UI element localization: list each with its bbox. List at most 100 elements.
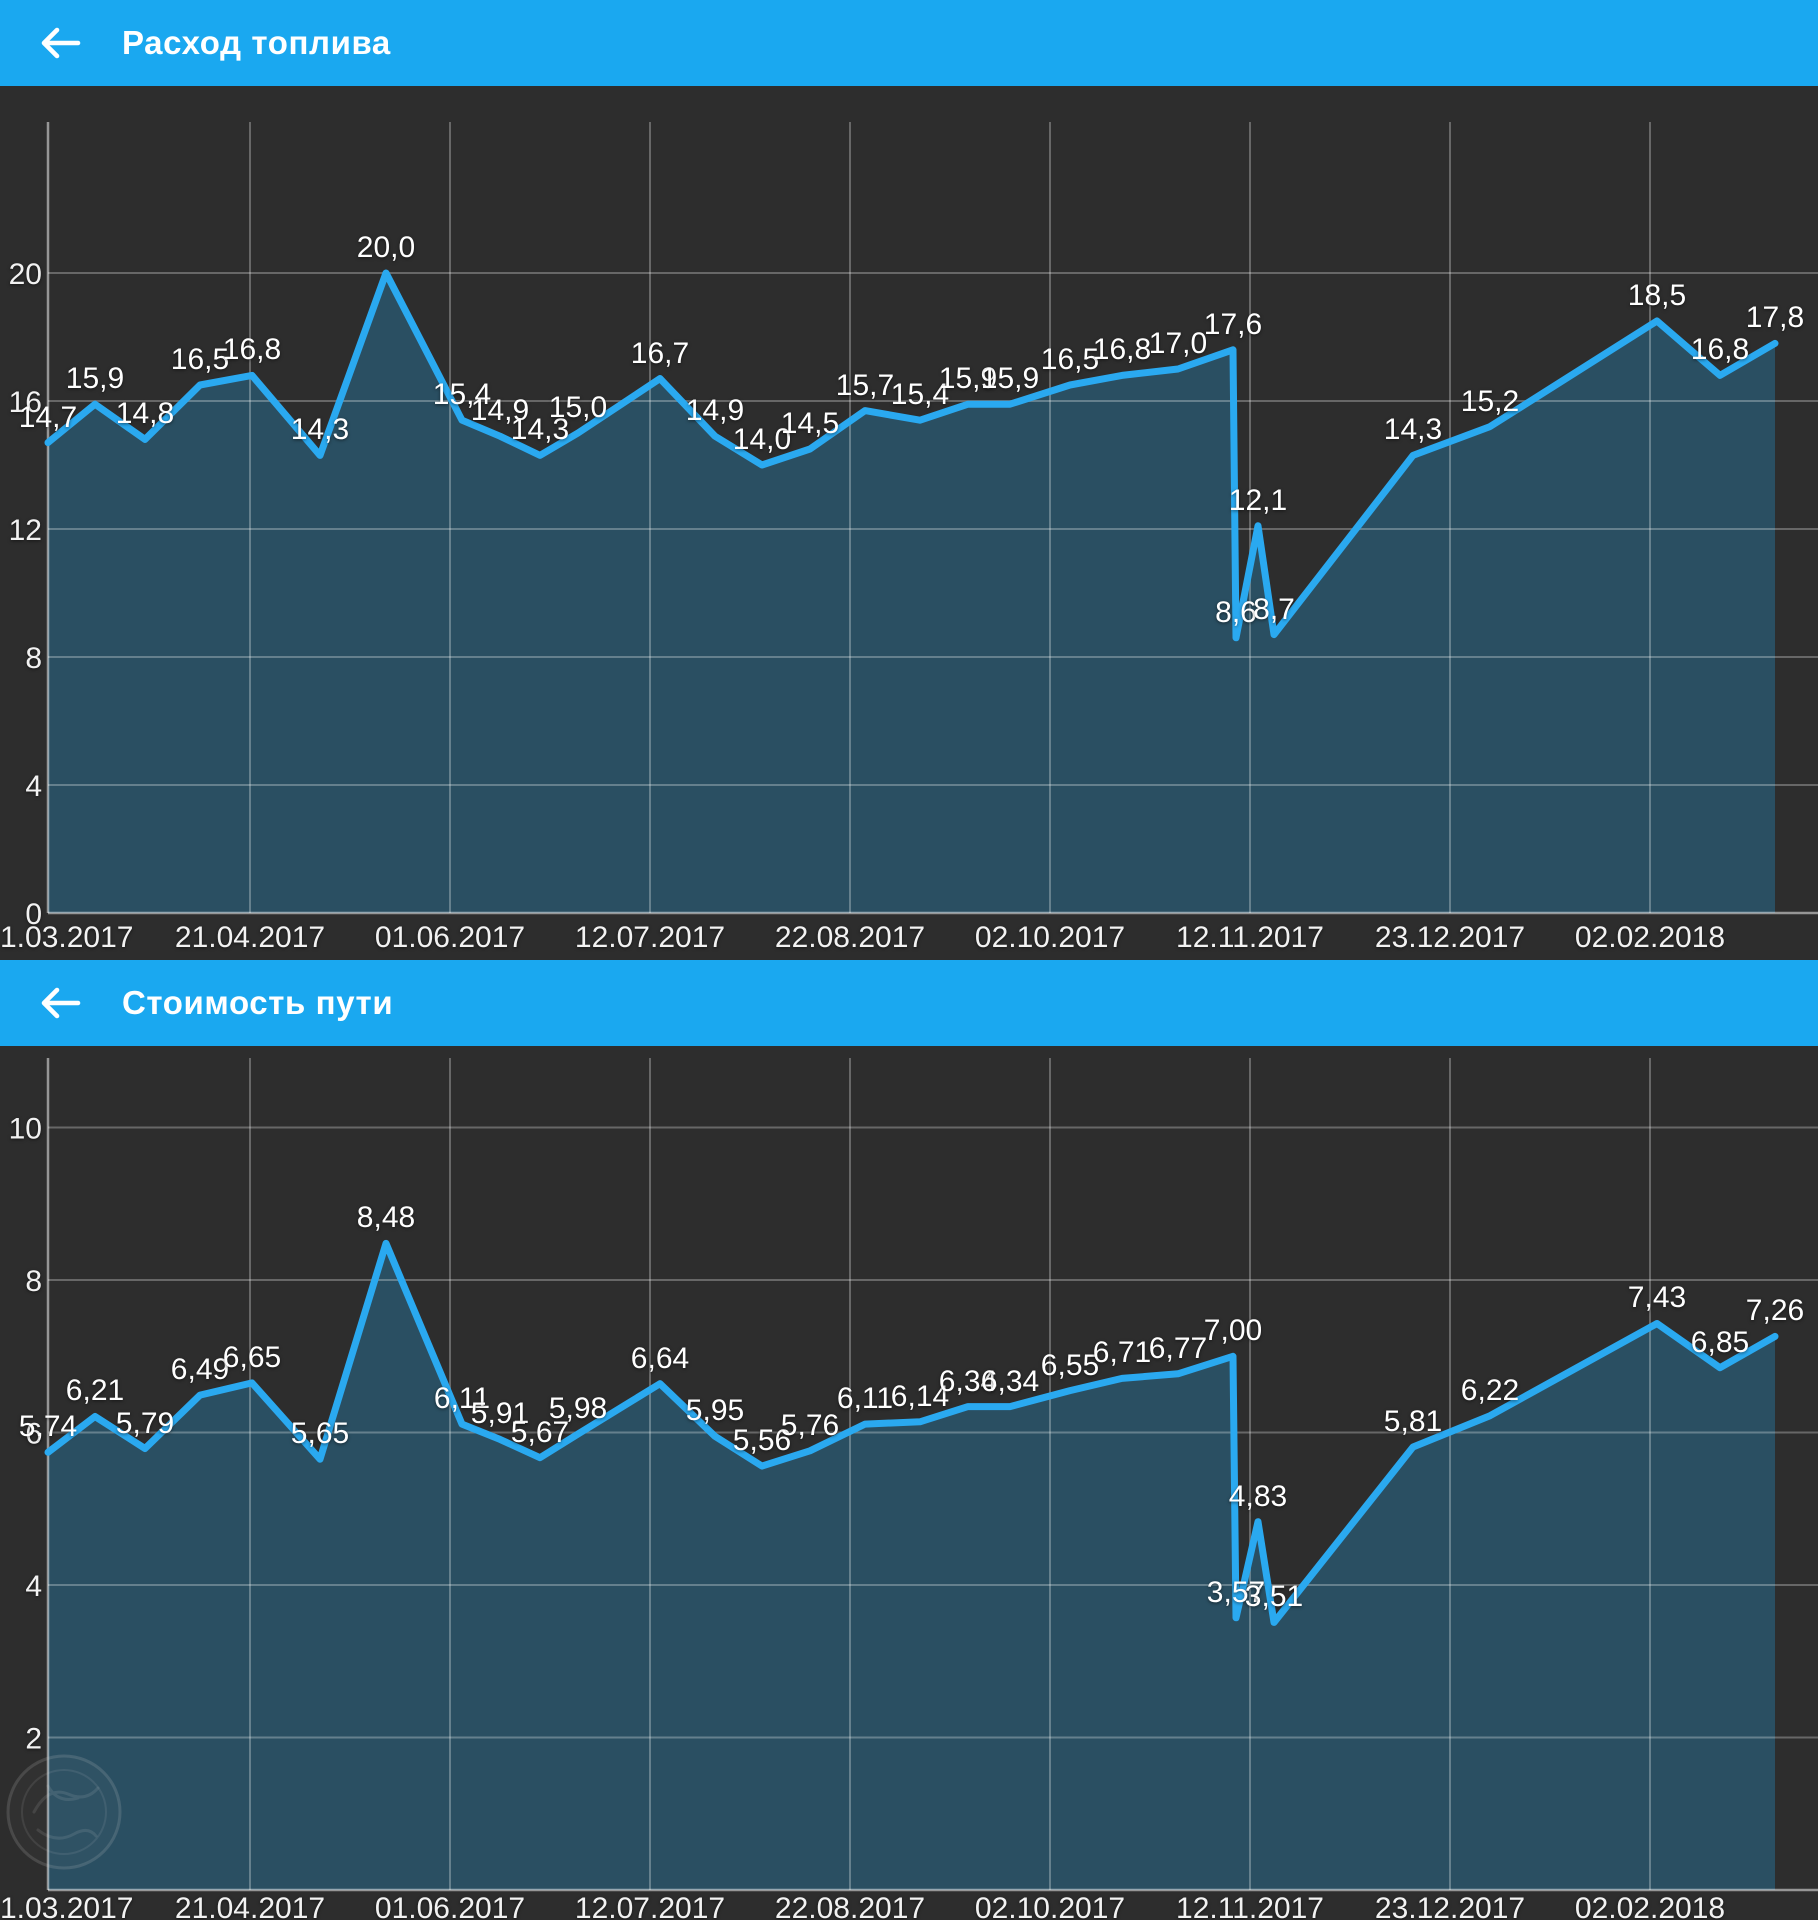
value-label: 6,49 — [171, 1353, 229, 1386]
value-label: 14,9 — [686, 394, 744, 427]
value-label: 15,4 — [433, 378, 491, 411]
value-label: 3,57 — [1207, 1576, 1265, 1609]
value-label: 16,5 — [171, 343, 229, 376]
y-tick-label: 4 — [25, 1570, 42, 1603]
x-tick-label: 12.11.2017 — [1176, 921, 1324, 954]
x-tick-label: 23.12.2017 — [1375, 1892, 1525, 1920]
value-label: 14,8 — [116, 397, 174, 430]
x-tick-label: 22.08.2017 — [775, 1892, 925, 1920]
value-label: 6,77 — [1149, 1332, 1207, 1365]
value-label: 5,81 — [1384, 1405, 1442, 1438]
value-label: 6,14 — [891, 1380, 949, 1413]
x-tick-label: 02.10.2017 — [975, 1892, 1125, 1920]
value-label: 18,5 — [1628, 279, 1686, 312]
chart-canvas: 20 16 12 8 4 01.03.2017 21.04.2017 01.06.2017 12… — [0, 122, 1818, 954]
value-label: 6,85 — [1691, 1326, 1749, 1359]
value-label: 8,7 — [1253, 593, 1295, 626]
value-label: 15,0 — [549, 391, 607, 424]
x-tick-label: 1.03.2017 — [0, 1892, 133, 1920]
value-label: 14,0 — [733, 423, 791, 456]
value-label: 5,76 — [781, 1409, 839, 1442]
value-label: 14,3 — [1384, 413, 1442, 446]
value-label: 6,22 — [1461, 1374, 1519, 1407]
value-label: 12,1 — [1229, 484, 1287, 517]
area-fill — [48, 273, 1775, 913]
value-label: 16,7 — [631, 337, 689, 370]
value-label: 6,71 — [1093, 1336, 1151, 1369]
y-tick-label: 6 — [25, 1418, 42, 1451]
value-label: 20,0 — [357, 231, 415, 264]
value-label: 6,65 — [223, 1341, 281, 1374]
value-label: 14,7 — [19, 401, 77, 434]
value-label: 6,11 — [434, 1382, 490, 1415]
x-tick-label: 12.07.2017 — [575, 921, 725, 954]
value-label: 6,34 — [939, 1365, 997, 1398]
arrow-left-icon — [41, 27, 81, 59]
y-tick-label: 2 — [25, 1723, 42, 1756]
value-label: 17,8 — [1746, 301, 1804, 334]
value-label: 15,9 — [939, 362, 997, 395]
value-label: 6,21 — [66, 1374, 124, 1407]
value-label: 15,4 — [891, 378, 949, 411]
trip-cost-chart[interactable]: 10 8 6 4 2 1.03.2017 21.04.2017 01.06.2017 12.07… — [0, 1046, 1818, 1920]
value-label: 6,11 — [837, 1382, 893, 1415]
value-label: 5,65 — [291, 1417, 349, 1450]
value-label: 15,7 — [836, 369, 894, 402]
value-label: 7,43 — [1628, 1281, 1686, 1314]
x-tick-label: 22.08.2017 — [775, 921, 925, 954]
x-tick-label: 23.12.2017 — [1375, 921, 1525, 954]
arrow-left-icon — [41, 987, 81, 1019]
back-button[interactable] — [34, 17, 86, 69]
x-tick-label: 21.04.2017 — [175, 921, 325, 954]
x-tick-label: 02.02.2018 — [1575, 921, 1725, 954]
value-label: 14,3 — [511, 413, 569, 446]
y-tick-label: 16 — [9, 386, 42, 419]
y-tick-label: 20 — [9, 258, 42, 291]
fuel-chart-header: Расход топлива — [0, 0, 1818, 86]
value-label: 16,5 — [1041, 343, 1099, 376]
value-label: 14,9 — [471, 394, 529, 427]
value-label: 4,83 — [1229, 1480, 1287, 1513]
y-tick-label: 8 — [25, 642, 42, 675]
value-label: 14,3 — [291, 413, 349, 446]
y-tick-label: 4 — [25, 770, 42, 803]
value-label: 6,55 — [1041, 1349, 1099, 1382]
value-label: 16,8 — [1093, 333, 1151, 366]
value-label: 15,9 — [981, 362, 1039, 395]
value-label: 6,34 — [981, 1365, 1039, 1398]
value-label: 7,26 — [1746, 1294, 1804, 1327]
series-line — [44, 1239, 1779, 1626]
series-line — [44, 269, 1779, 642]
value-label: 16,8 — [1691, 333, 1749, 366]
area-fill — [48, 1243, 1775, 1890]
value-label: 16,8 — [223, 333, 281, 366]
value-label: 5,98 — [549, 1392, 607, 1425]
x-tick-label: 12.07.2017 — [575, 1892, 725, 1920]
x-tick-label: 12.11.2017 — [1176, 1892, 1324, 1920]
value-label: 15,2 — [1461, 385, 1519, 418]
back-button[interactable] — [34, 977, 86, 1029]
value-label: 7,00 — [1204, 1314, 1262, 1347]
value-label: 15,9 — [66, 362, 124, 395]
fuel-consumption-chart[interactable]: 20 16 12 8 4 0 1.03.2017 21.04.2017 01.06.2017 12… — [0, 86, 1818, 960]
y-tick-label: 0 — [25, 898, 42, 931]
value-label: 8,6 — [1215, 596, 1257, 629]
value-label: 8,48 — [357, 1201, 415, 1234]
page-title: Стоимость пути — [122, 984, 394, 1021]
y-tick-label: 10 — [9, 1113, 42, 1146]
y-tick-label: 12 — [9, 514, 42, 547]
value-label: 5,56 — [733, 1424, 791, 1457]
x-tick-label: 01.06.2017 — [375, 921, 525, 954]
value-label: 5,79 — [116, 1407, 174, 1440]
cost-chart-header: Стоимость пути — [0, 960, 1818, 1046]
value-label: 5,67 — [511, 1416, 569, 1449]
page-title: Расход топлива — [122, 24, 391, 61]
value-label: 5,91 — [471, 1397, 529, 1430]
x-tick-label: 02.02.2018 — [1575, 1892, 1725, 1920]
value-label: 5,95 — [686, 1394, 744, 1427]
x-tick-label: 02.10.2017 — [975, 921, 1125, 954]
x-tick-label: 1.03.2017 — [0, 921, 133, 954]
value-label: 17,0 — [1149, 327, 1207, 360]
value-label: 17,6 — [1204, 308, 1262, 341]
y-tick-label: 8 — [25, 1265, 42, 1298]
